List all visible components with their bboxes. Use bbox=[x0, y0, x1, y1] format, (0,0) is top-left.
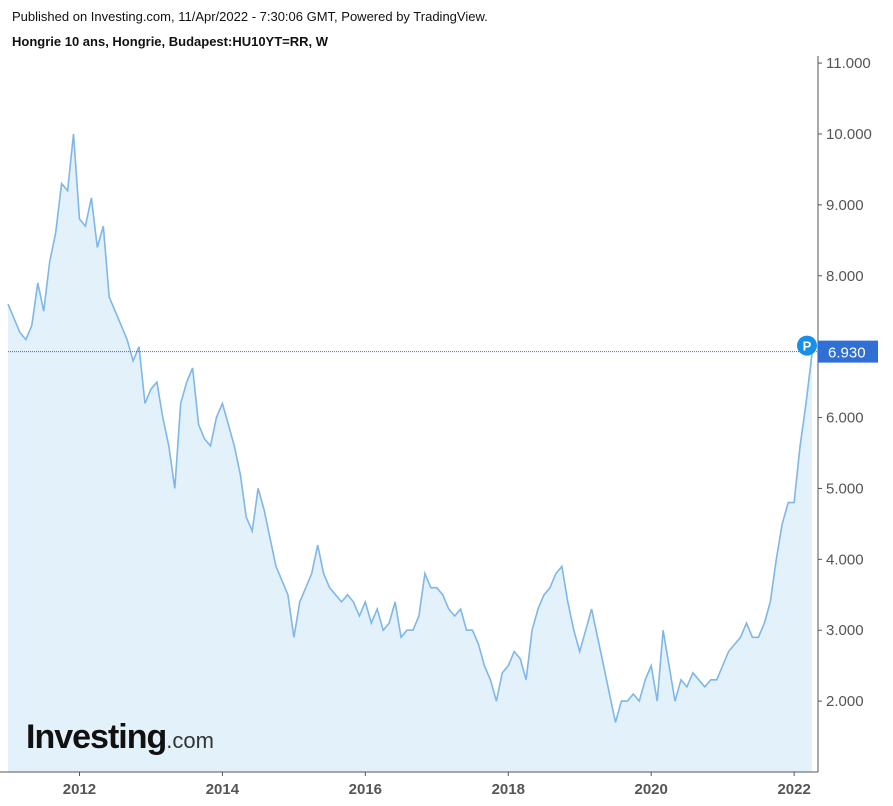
x-tick-label: 2018 bbox=[492, 781, 525, 798]
plot-layer bbox=[7, 133, 813, 772]
y-tick-label: 10.000 bbox=[826, 126, 872, 143]
x-tick-label: 2020 bbox=[635, 781, 668, 798]
x-tick-label: 2014 bbox=[206, 781, 240, 798]
price-marker-icon bbox=[797, 335, 817, 356]
last-value-tag bbox=[818, 340, 878, 363]
y-tick-label: 5.000 bbox=[826, 480, 864, 497]
y-tick-label: 8.000 bbox=[826, 268, 864, 285]
logo-brand: Investing bbox=[26, 718, 167, 756]
y-tick-label: 2.000 bbox=[826, 693, 864, 710]
investing-logo: Investing.com bbox=[26, 718, 214, 757]
series-line bbox=[7, 133, 813, 723]
series-area-fill bbox=[8, 134, 812, 772]
y-tick-label: 6.000 bbox=[826, 410, 864, 427]
price-marker-label: P bbox=[803, 339, 812, 354]
logo-suffix: .com bbox=[166, 728, 214, 753]
axis-layer bbox=[0, 56, 819, 773]
last-value-label: 6.930 bbox=[828, 345, 866, 362]
y-tick-label: 11.000 bbox=[826, 55, 871, 72]
y-tick-label: 4.000 bbox=[826, 551, 864, 568]
x-tick-label: 2012 bbox=[63, 781, 96, 798]
published-note: Published on Investing.com, 11/Apr/2022 … bbox=[12, 9, 488, 24]
marker-layer: 6.930 P bbox=[8, 335, 878, 363]
y-tick-label: 3.000 bbox=[826, 622, 864, 639]
x-tick-label: 2016 bbox=[349, 781, 382, 798]
y-tick-label: 9.000 bbox=[826, 197, 864, 214]
x-tick-label: 2022 bbox=[777, 781, 810, 798]
chart-title: Hongrie 10 ans, Hongrie, Budapest:HU10YT… bbox=[12, 34, 329, 49]
